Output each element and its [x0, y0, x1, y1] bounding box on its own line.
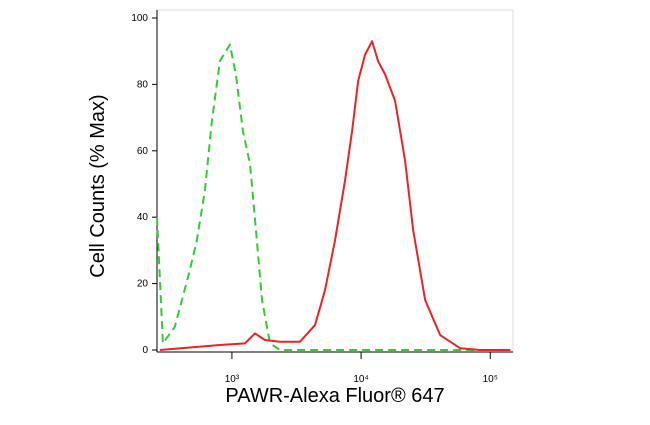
y-tick-label: 100: [131, 13, 148, 24]
y-tick-label: 60: [137, 146, 149, 157]
y-tick-label: 80: [137, 79, 149, 90]
y-tick-label: 20: [137, 279, 149, 290]
y-axis-title: Cell Counts (% Max): [87, 94, 109, 277]
series-line: [156, 43, 481, 351]
y-tick-label: 40: [137, 212, 149, 223]
series-line: [159, 40, 511, 351]
x-tick-label: 10⁴: [353, 374, 368, 385]
x-tick-label: 10⁵: [483, 374, 498, 385]
x-tick-label: 10³: [225, 374, 240, 385]
x-axis-title: PAWR-Alexa Fluor® 647: [225, 385, 444, 407]
plot-frame: [156, 9, 514, 353]
y-tick-label: 0: [142, 345, 148, 356]
